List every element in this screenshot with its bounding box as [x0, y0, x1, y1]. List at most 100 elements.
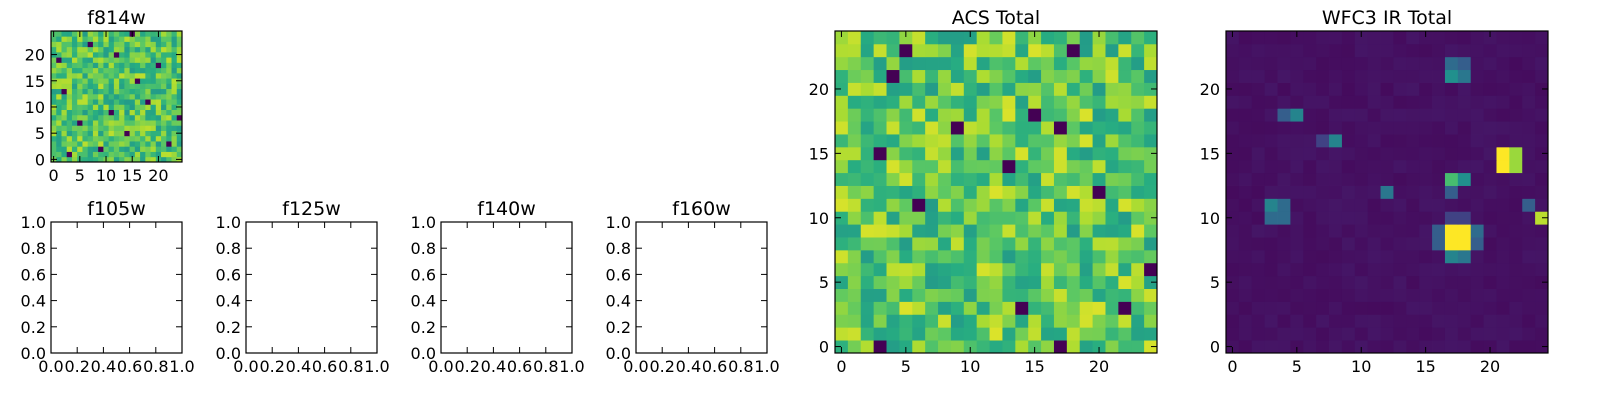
pixel	[77, 141, 83, 147]
pixel	[51, 67, 57, 74]
pixel	[92, 41, 99, 48]
pixel	[835, 249, 849, 264]
pixel	[1341, 108, 1356, 122]
pixel	[1393, 275, 1407, 289]
pixel	[155, 125, 162, 131]
pixel	[1432, 159, 1446, 174]
pixel	[847, 224, 862, 238]
pixel	[119, 104, 125, 110]
pixel	[1341, 340, 1356, 354]
pixel	[1316, 340, 1330, 354]
pixel	[1380, 134, 1394, 148]
pixel	[1470, 121, 1484, 135]
pixel	[1066, 82, 1081, 96]
pixel	[51, 57, 57, 63]
pixel	[1393, 198, 1407, 212]
pixel	[66, 109, 73, 116]
pixel	[1457, 340, 1472, 354]
f125w-ytick-label: 0.6	[216, 265, 241, 284]
wfc3_ir_total-title: WFC3 IR Total	[1322, 7, 1452, 29]
f140w-axes-frame	[440, 221, 573, 354]
pixel	[71, 104, 78, 110]
pixel	[912, 43, 926, 58]
pixel	[1483, 159, 1497, 174]
pixel	[1251, 159, 1266, 174]
pixel	[1028, 211, 1042, 225]
pixel	[1118, 301, 1132, 315]
pixel	[938, 340, 952, 354]
pixel	[1329, 237, 1343, 251]
pixel	[1277, 198, 1291, 212]
pixel	[108, 67, 115, 74]
pixel	[1341, 31, 1356, 45]
pixel	[1329, 31, 1343, 45]
pixel	[1432, 43, 1446, 58]
pixel	[1535, 327, 1549, 341]
pixel	[134, 125, 141, 131]
pixel	[1028, 121, 1042, 135]
pixel	[1105, 159, 1119, 174]
pixel	[1303, 288, 1317, 302]
f140w-xtick-label: 1.0	[559, 357, 584, 376]
pixel	[56, 57, 62, 63]
pixel	[1457, 134, 1472, 148]
pixel	[1470, 211, 1484, 225]
f105w-axes-frame	[50, 221, 183, 354]
pixel	[66, 72, 73, 79]
pixel	[989, 185, 1003, 199]
pixel	[1079, 301, 1093, 315]
pixel	[129, 141, 136, 147]
pixel	[1535, 56, 1549, 71]
pixel	[1079, 340, 1093, 354]
pixel	[171, 31, 178, 37]
pixel	[66, 130, 73, 137]
pixel	[1316, 262, 1330, 277]
pixel	[938, 327, 952, 341]
pixel	[124, 41, 130, 48]
pixel	[1079, 172, 1093, 186]
pixel	[56, 114, 62, 121]
pixel	[835, 172, 849, 186]
pixel	[87, 31, 94, 37]
pixel	[1457, 56, 1472, 71]
pixel	[1406, 198, 1420, 212]
pixel	[963, 95, 978, 109]
pixel	[150, 46, 157, 53]
pixel	[108, 88, 115, 95]
pixel	[873, 314, 887, 328]
pixel	[1341, 82, 1356, 96]
pixel	[129, 99, 136, 105]
pixel	[1053, 82, 1068, 96]
pixel	[950, 198, 965, 212]
pixel	[1277, 159, 1291, 174]
pixel	[161, 141, 167, 147]
pixel	[847, 95, 862, 109]
pixel	[66, 62, 73, 69]
pixel	[1367, 185, 1381, 199]
pixel	[87, 135, 94, 142]
pixel	[1290, 185, 1304, 199]
pixel	[145, 31, 151, 37]
pixel	[1066, 185, 1081, 199]
pixel	[1496, 237, 1510, 251]
pixel	[119, 51, 125, 58]
pixel	[1509, 314, 1523, 328]
f160w-ytick-label: 0.8	[606, 239, 631, 258]
pixel	[1079, 185, 1093, 199]
pixel	[129, 104, 136, 110]
pixel	[1522, 56, 1536, 71]
pixel	[1535, 43, 1549, 58]
pixel	[1522, 249, 1536, 264]
pixel	[1329, 249, 1343, 264]
pixel	[1144, 146, 1158, 161]
pixel	[835, 69, 849, 83]
pixel	[1303, 198, 1317, 212]
pixel	[51, 141, 57, 147]
pixel	[1131, 134, 1145, 148]
pixel	[1118, 288, 1132, 302]
pixel	[835, 198, 849, 212]
pixel	[1496, 185, 1510, 199]
pixel	[92, 130, 99, 137]
pixel	[847, 56, 862, 71]
pixel	[1092, 82, 1106, 96]
